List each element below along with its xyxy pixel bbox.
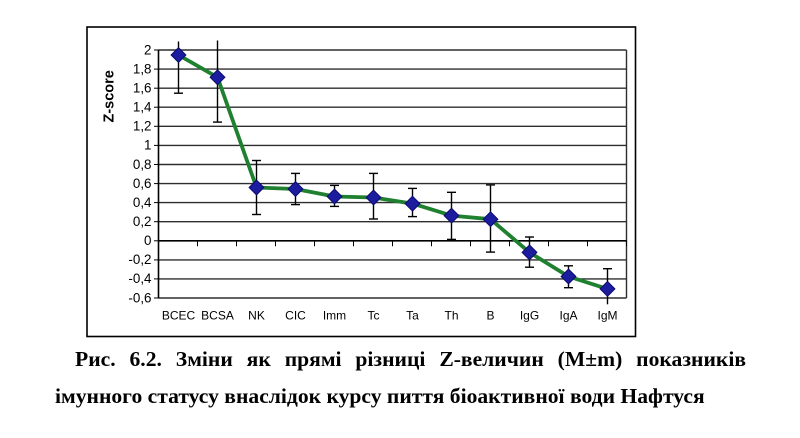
svg-text:IgG: IgG: [520, 309, 539, 323]
svg-text:BCSA: BCSA: [201, 309, 234, 323]
svg-text:BCEC: BCEC: [162, 309, 196, 323]
svg-text:1,8: 1,8: [133, 61, 152, 76]
svg-text:Imm: Imm: [323, 309, 346, 323]
svg-text:0: 0: [144, 233, 151, 248]
svg-text:-0,2: -0,2: [128, 252, 151, 267]
svg-text:0,6: 0,6: [133, 176, 152, 191]
svg-text:IgA: IgA: [559, 309, 577, 323]
svg-text:Th: Th: [444, 309, 458, 323]
svg-text:1,4: 1,4: [133, 100, 152, 115]
svg-text:1,2: 1,2: [133, 119, 152, 134]
svg-text:IgM: IgM: [597, 309, 617, 323]
svg-text:1: 1: [144, 138, 151, 153]
svg-text:B: B: [486, 309, 494, 323]
svg-text:0,8: 0,8: [133, 157, 152, 172]
svg-text:2: 2: [144, 42, 151, 57]
svg-text:-0,4: -0,4: [128, 271, 152, 286]
svg-text:0,4: 0,4: [133, 195, 152, 210]
svg-text:Ta: Ta: [406, 309, 419, 323]
svg-text:CIC: CIC: [285, 309, 306, 323]
svg-text:1,6: 1,6: [133, 81, 152, 96]
svg-text:Tc: Tc: [368, 309, 380, 323]
svg-text:-0,6: -0,6: [128, 290, 151, 305]
svg-text:Z-score: Z-score: [102, 70, 118, 122]
svg-text:NK: NK: [248, 309, 265, 323]
svg-text:0,2: 0,2: [133, 214, 152, 229]
